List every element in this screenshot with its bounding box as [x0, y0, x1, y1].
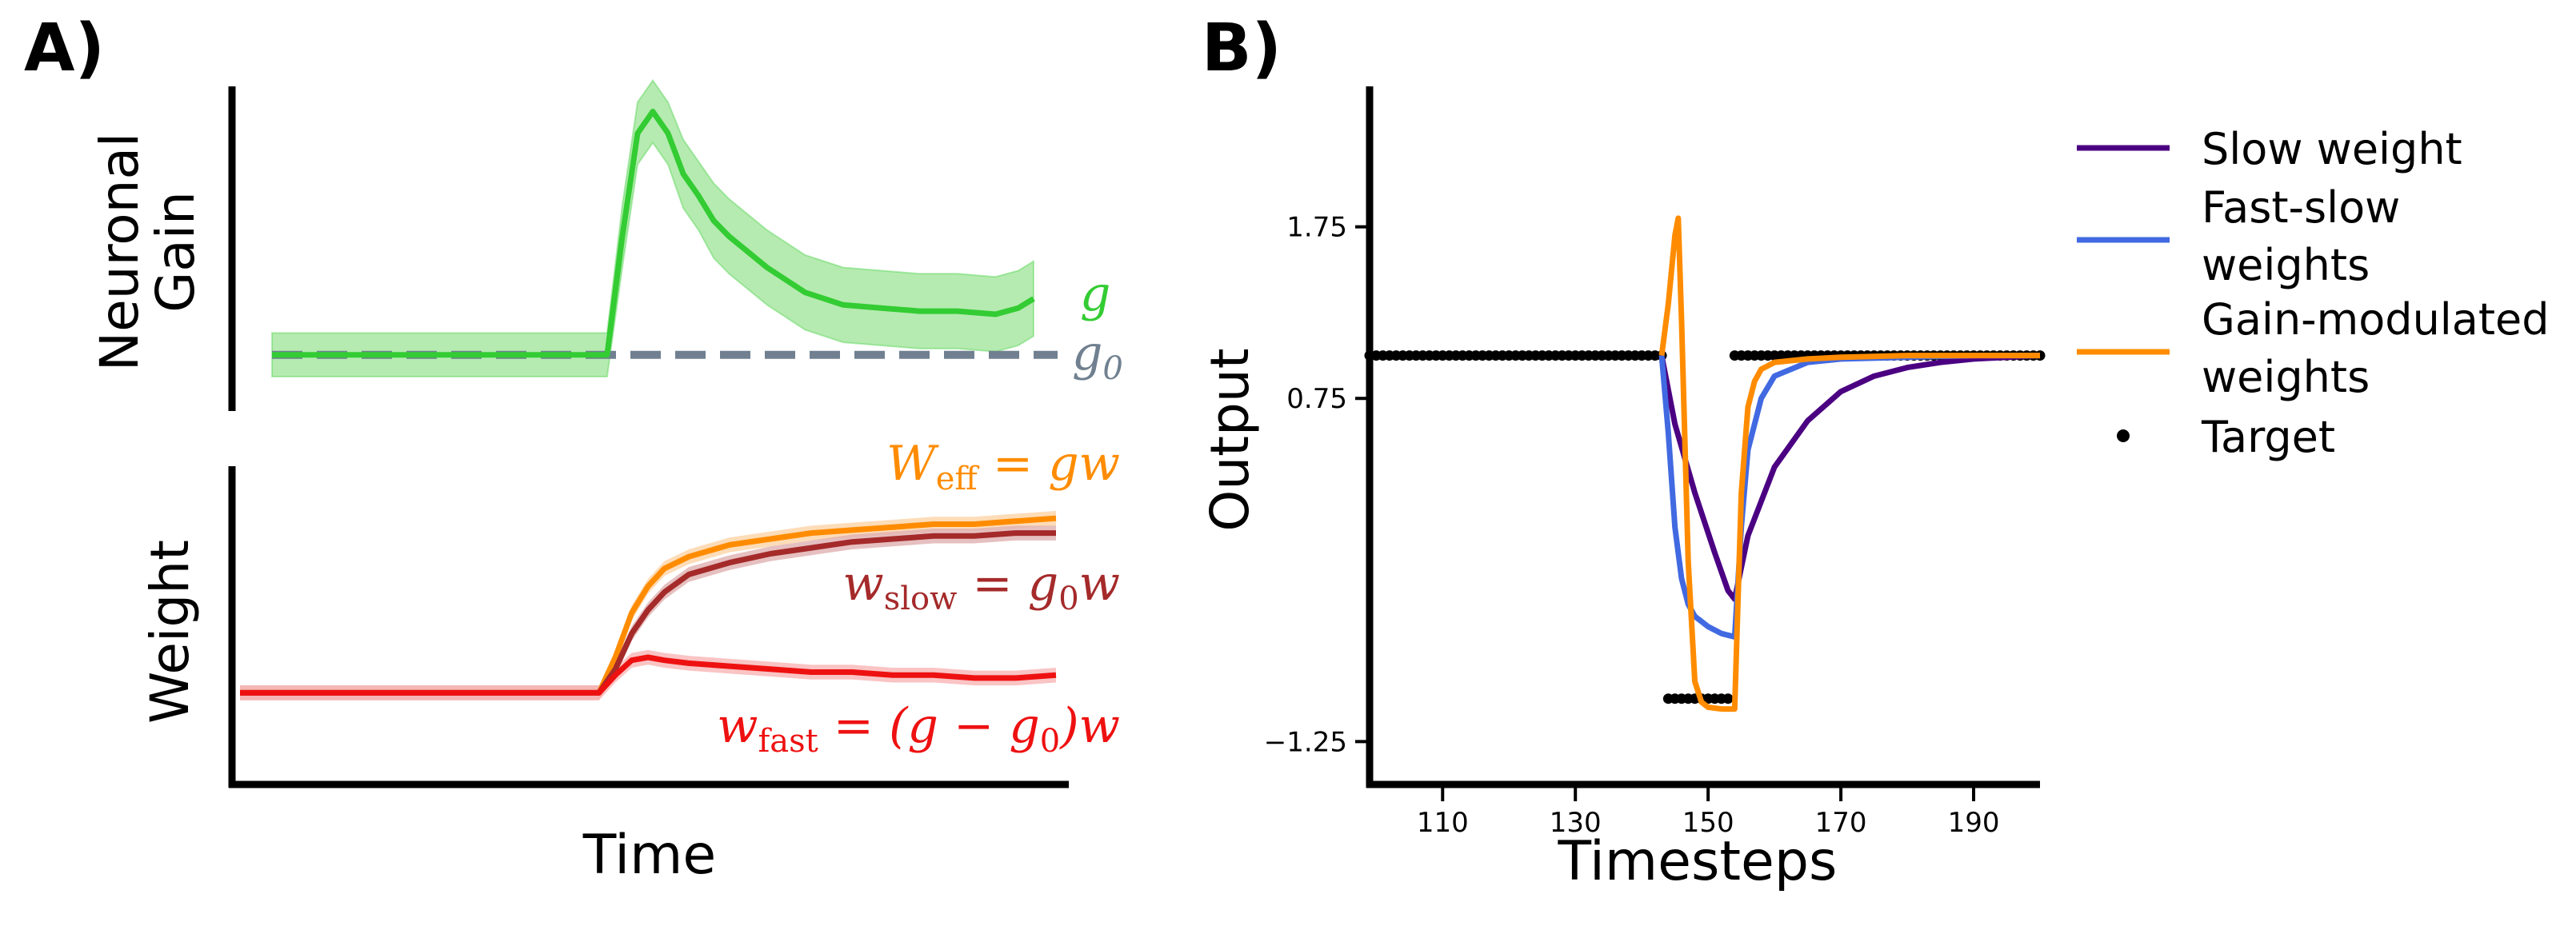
w-eff-rhs: = gw [978, 436, 1120, 492]
legend-label-fast-slow: Fast-slow [2202, 182, 2400, 233]
output-line-fast-slow-weights [1658, 353, 2040, 640]
weight-plot [240, 510, 1057, 700]
weight-band-w-fast-g-g0-w [240, 649, 1056, 700]
w-fast-sub2: 0 [1040, 723, 1060, 760]
w-slow-annotation: wslow = g0w [842, 556, 1120, 617]
legend-label-gain-modulated: Gain-modulated [2202, 294, 2550, 345]
panel-a-label: A) [24, 10, 105, 86]
x-tick-label-170: 170 [1815, 807, 1867, 839]
w-eff-sub: eff [936, 461, 980, 497]
legend-label-gain-modulated-line2: weights [2202, 352, 2370, 402]
y-tick-label-1-25: −1.25 [1264, 726, 1347, 758]
output-line-slow-weight [1658, 353, 2041, 602]
y-tick-label-1-75: 1.75 [1286, 212, 1347, 244]
gain-ylabel: Neuronal Gain [89, 133, 206, 371]
w-slow-mid: = g [957, 556, 1058, 612]
w-slow-rhs: w [1079, 556, 1120, 612]
time-xlabel: Time [582, 824, 716, 887]
weight-line-w-fast-g-g0-w [240, 654, 1057, 696]
w-slow-lhs: w [842, 556, 883, 612]
gain-ylabel-line2: Gain [145, 191, 206, 313]
weight-ylabel: Weight [139, 540, 201, 724]
target-dot [1722, 693, 1734, 704]
output-plot [1364, 215, 2046, 712]
w-fast-lhs: w [717, 698, 758, 754]
legend-label-fast-slow-line2: weights [2202, 240, 2370, 290]
gain-ylabel-line1: Neuronal [89, 133, 150, 371]
w-eff-annotation: Weff = gw [886, 436, 1120, 497]
x-tick-label-130: 130 [1550, 807, 1602, 839]
output-line-gain-modulated-weights [1658, 215, 2040, 712]
g0-annotation: g0 [1072, 325, 1123, 387]
x-tick-label-150: 150 [1682, 807, 1734, 839]
g-annotation: g [1080, 266, 1110, 322]
timesteps-xlabel: Timesteps [1558, 830, 1838, 893]
w-fast-rhs: )w [1058, 698, 1120, 754]
legend-swatch-target [2117, 429, 2130, 442]
w-fast-sub: fast [758, 723, 818, 760]
legend: Slow weightFast-slowweightsGain-modulate… [2077, 124, 2550, 462]
legend-label-slow-weight: Slow weight [2202, 124, 2462, 174]
w-eff-lhs: W [886, 436, 939, 492]
legend-label-target: Target [2201, 412, 2335, 462]
g0-symbol: g [1072, 325, 1102, 381]
panel-b-label: B) [1202, 10, 1282, 86]
y-tick-label-0-75: 0.75 [1286, 383, 1347, 415]
output-ylabel: Output [1199, 348, 1261, 531]
w-fast-mid: = (g − g [818, 698, 1040, 754]
w-slow-sub: slow [884, 581, 958, 617]
g-gain-line [272, 109, 1035, 358]
x-tick-label-190: 190 [1948, 807, 2000, 839]
g-confidence-band [271, 78, 1034, 377]
w-slow-sub2: 0 [1058, 581, 1078, 617]
gain-plot [271, 78, 1058, 377]
g0-subscript: 0 [1102, 350, 1122, 387]
output-ticks: 110 130 150 170 190 −1.25 0.75 1.75 [1264, 212, 2000, 839]
w-fast-annotation: wfast = (g − g0)w [717, 698, 1120, 760]
x-tick-label-110: 110 [1417, 807, 1469, 839]
